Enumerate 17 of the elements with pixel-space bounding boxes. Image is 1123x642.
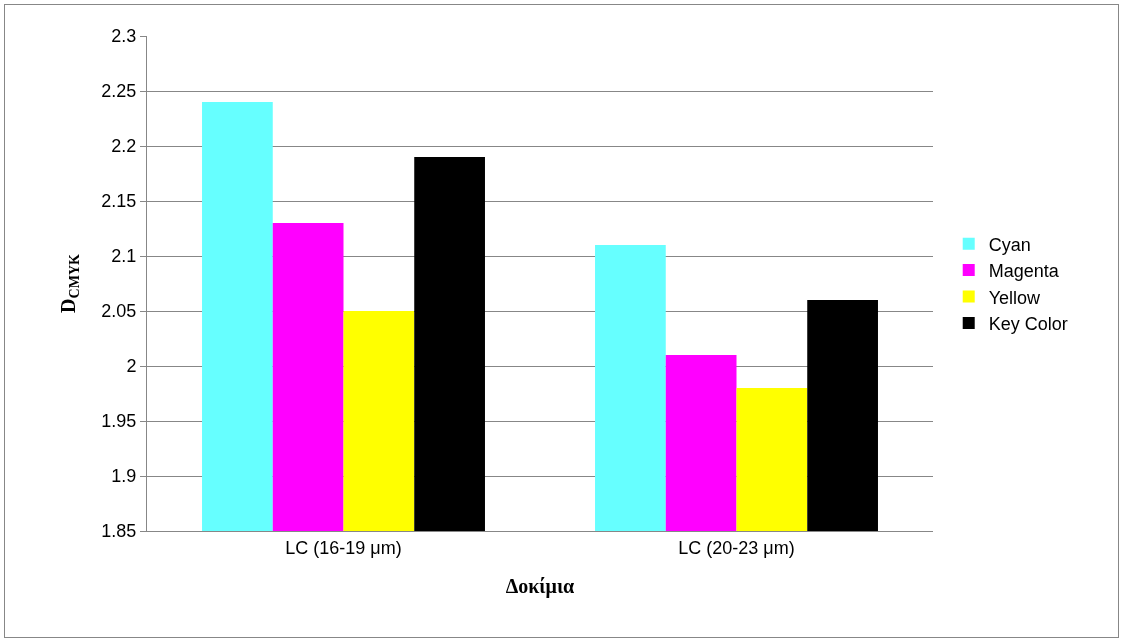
y-tick-label: 2.05 [101, 301, 137, 322]
y-tick-label: 1.9 [111, 466, 137, 487]
y-tick-label: 2.25 [101, 81, 137, 102]
y-tick-label: 1.95 [101, 411, 137, 432]
legend-label: Magenta [988, 261, 1060, 282]
y-tick-label: 2 [126, 356, 137, 377]
x-tick-label: LC (16-19 μm) [285, 537, 402, 558]
legend-label: Yellow [988, 287, 1042, 308]
y-tick-label: 2.15 [101, 191, 137, 212]
y-tick-label: 1.85 [101, 521, 137, 542]
y-tick-label: 2.1 [111, 246, 137, 267]
y-tick-label: 2.2 [111, 136, 137, 157]
x-tick-label: LC (20-23 μm) [678, 537, 795, 558]
x-axis-title: Δοκίμια [505, 575, 575, 599]
legend-label: Cyan [988, 234, 1031, 255]
legend-label: Key Color [988, 313, 1068, 334]
y-tick-label: 2.3 [111, 26, 137, 47]
